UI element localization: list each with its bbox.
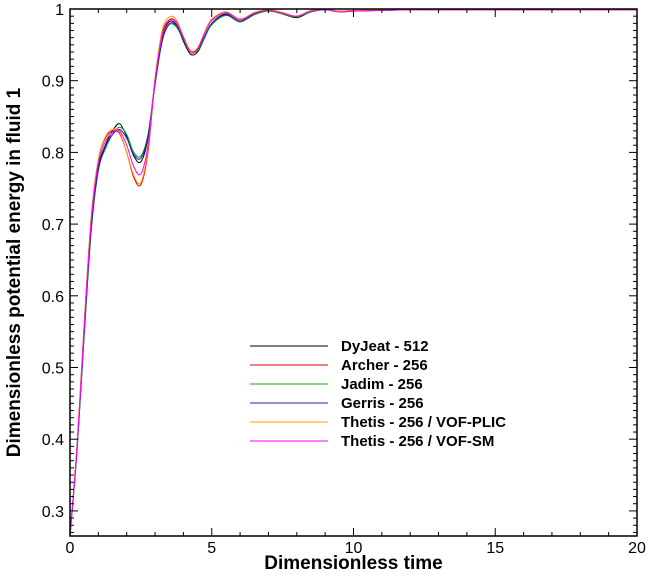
x-tick-label: 5: [207, 540, 216, 557]
legend-label-2: Jadim - 256: [341, 376, 423, 393]
y-tick-label: 1: [55, 2, 64, 19]
series-line-3: [69, 9, 637, 537]
x-axis-title: Dimensionless time: [264, 553, 442, 574]
x-tick-label: 20: [628, 540, 646, 557]
y-axis-title: Dimensionless potential energy in fluid …: [4, 87, 25, 457]
ticks-layer: 0 5 10 15 20 0.3 0.4 0.5 0.6 0.7 0.8 0.9 1: [42, 2, 646, 557]
x-tick-label: 10: [345, 540, 363, 557]
legend: DyJeat - 512 Archer - 256 Jadim - 256 Gerri…: [250, 338, 506, 450]
y-tick-label: 0.7: [42, 217, 64, 234]
y-tick-label: 0.6: [42, 289, 64, 306]
legend-label-0: DyJeat - 512: [341, 338, 429, 355]
series-line-5: [69, 9, 637, 537]
x-tick-label: 0: [66, 540, 75, 557]
legend-label-4: Thetis - 256 / VOF-PLIC: [341, 414, 506, 431]
series-line-0: [69, 9, 637, 537]
x-tick-label: 15: [486, 540, 504, 557]
y-tick-label: 0.8: [42, 145, 64, 162]
series-line-4: [69, 8, 637, 537]
plot-frame: [69, 8, 638, 537]
y-tick-label: 0.4: [42, 432, 64, 449]
series-line-2: [69, 9, 637, 537]
legend-label-1: Archer - 256: [341, 357, 428, 374]
y-tick-label: 0.9: [42, 74, 64, 91]
y-tick-label: 0.3: [42, 504, 64, 521]
legend-label-3: Gerris - 256: [341, 395, 424, 412]
series-line-1: [69, 8, 637, 537]
series-layer: [69, 8, 637, 537]
legend-label-5: Thetis - 256 / VOF-SM: [341, 433, 494, 450]
y-tick-label: 0.5: [42, 361, 64, 378]
